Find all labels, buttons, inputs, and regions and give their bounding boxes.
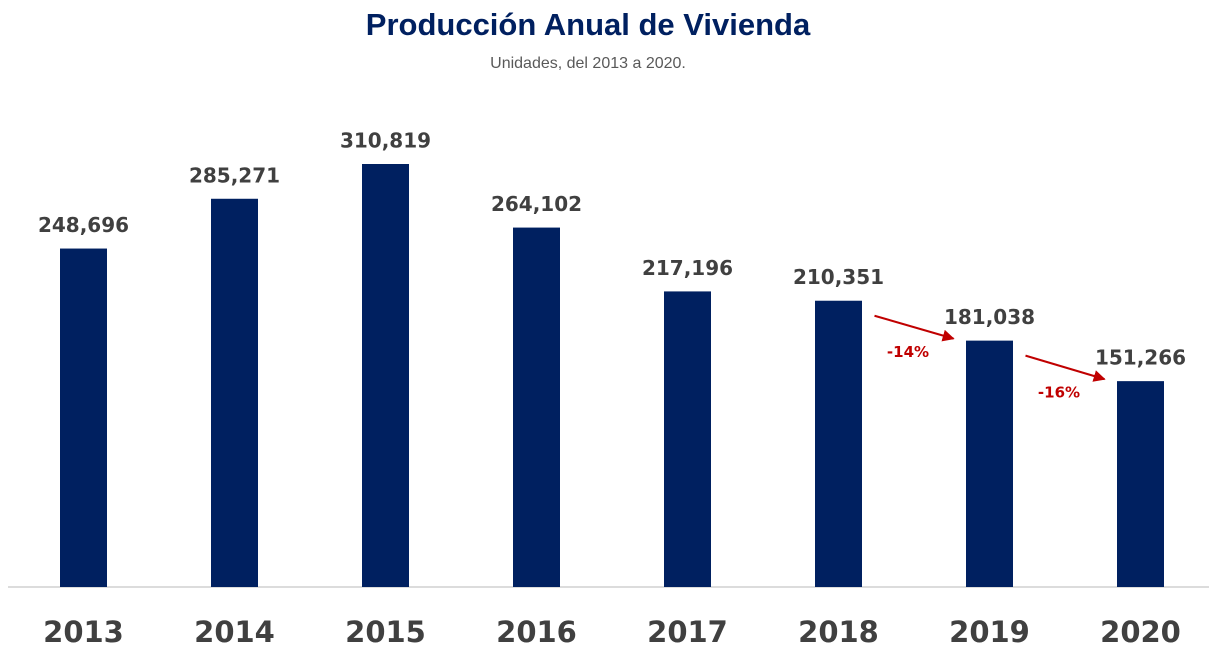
x-tick-label: 2013	[43, 615, 124, 649]
bar	[966, 340, 1013, 587]
x-tick-label: 2020	[1100, 615, 1181, 649]
bar	[211, 198, 258, 587]
annotation-arrow	[1025, 354, 1106, 382]
value-label: 248,696	[38, 213, 129, 237]
annotation: -16%	[1038, 384, 1080, 402]
bar	[1117, 381, 1164, 587]
value-label: 151,266	[1095, 346, 1186, 370]
bar	[60, 248, 107, 587]
value-label: 310,819	[340, 129, 431, 153]
x-tick-label: 2018	[798, 615, 879, 649]
bar	[513, 227, 560, 587]
bar	[815, 300, 862, 587]
annotation: -14%	[887, 343, 929, 361]
bar	[664, 291, 711, 587]
value-label: 210,351	[793, 265, 884, 289]
bar	[362, 164, 409, 587]
annotation-arrow	[874, 314, 955, 342]
x-tick-label: 2015	[345, 615, 426, 649]
value-label: 217,196	[642, 256, 733, 280]
value-label: 181,038	[944, 305, 1035, 329]
value-label: 285,271	[189, 163, 280, 187]
x-tick-label: 2017	[647, 615, 728, 649]
x-tick-label: 2019	[949, 615, 1030, 649]
chart-subtitle: Unidades, del 2013 a 2020.	[490, 55, 686, 72]
x-tick-label: 2016	[496, 615, 577, 649]
x-tick-label: 2014	[194, 615, 275, 649]
value-label: 264,102	[491, 192, 582, 216]
chart-title: Producción Anual de Vivienda	[366, 7, 811, 42]
